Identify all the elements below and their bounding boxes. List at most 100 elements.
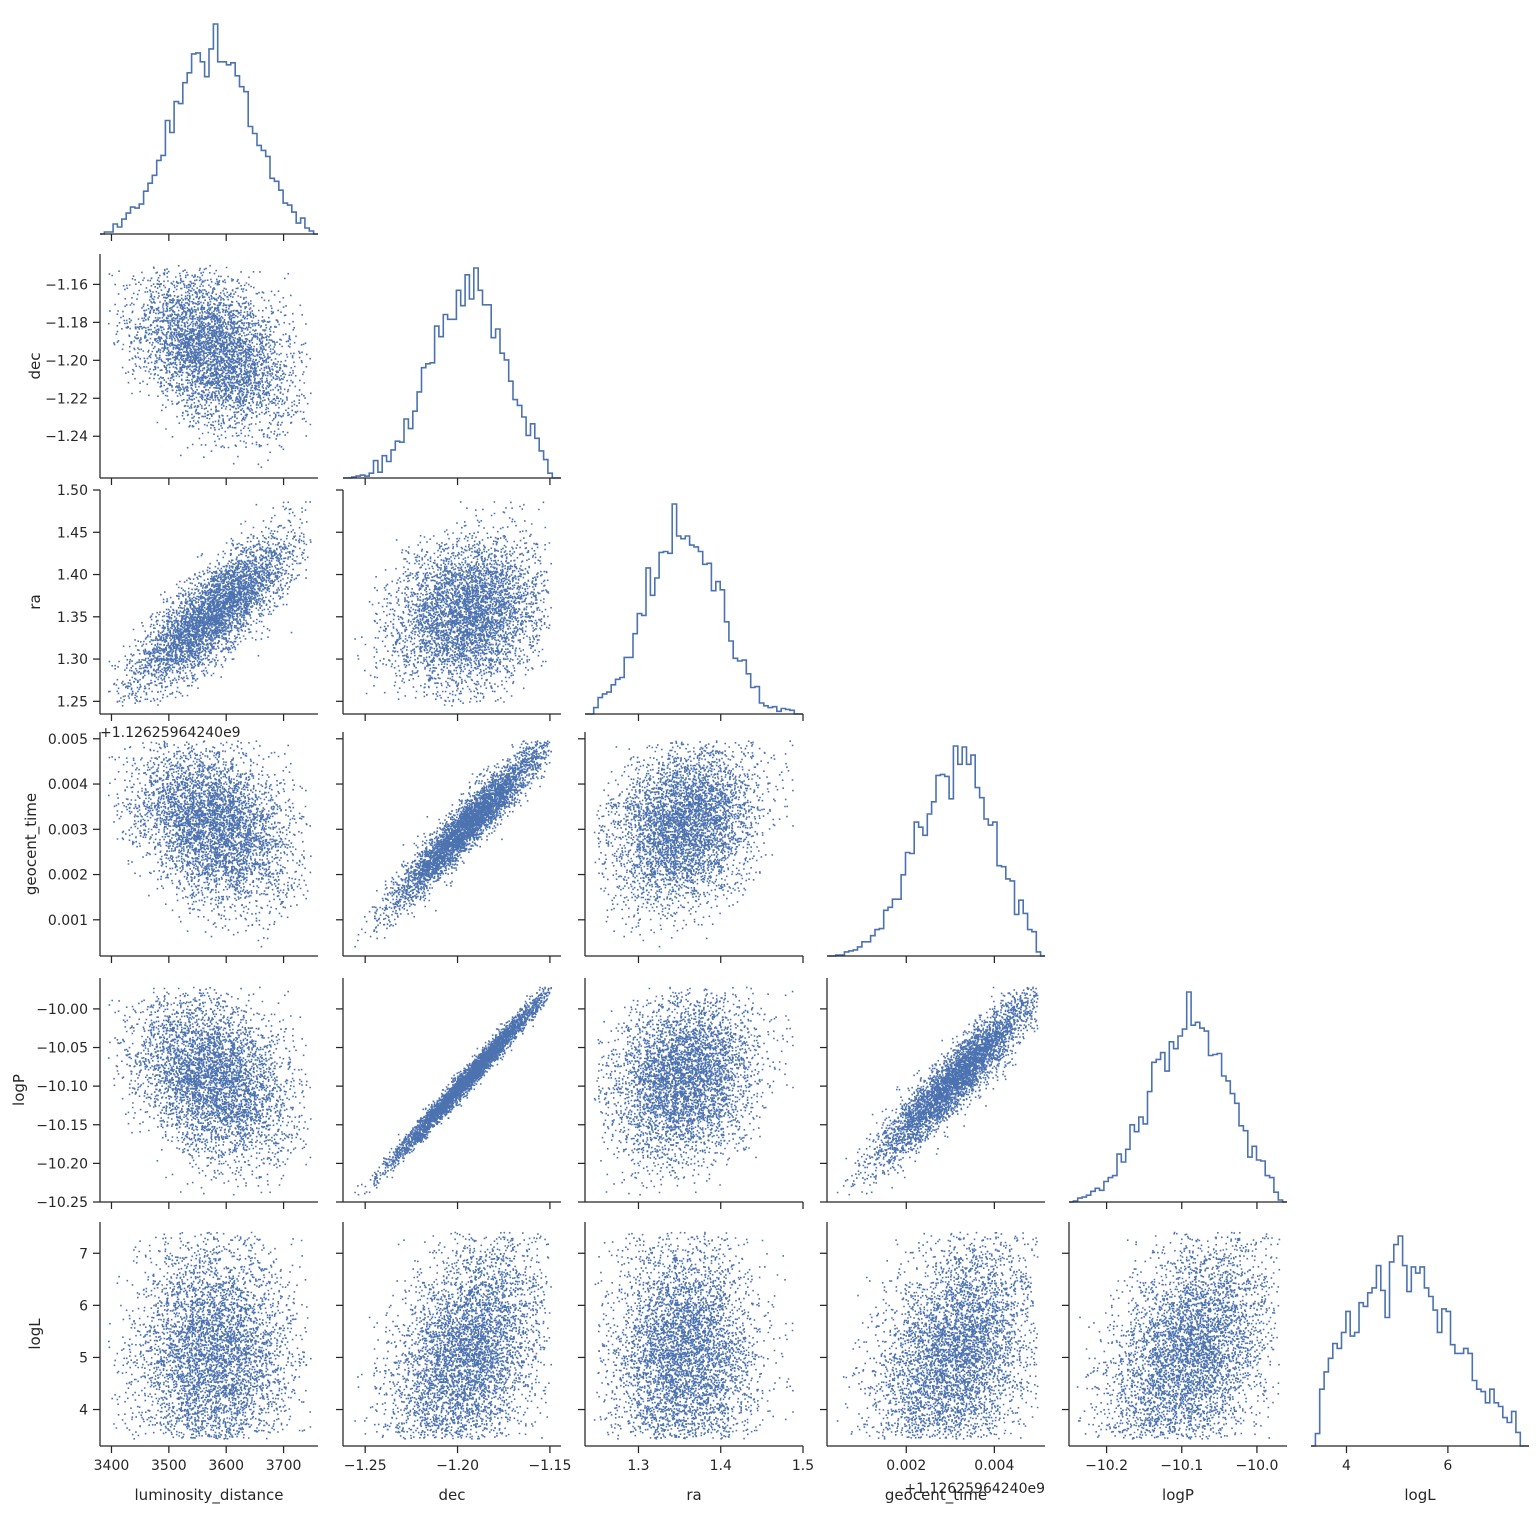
scatter-point-set bbox=[593, 740, 794, 948]
scatter-points-logL-vs-dec bbox=[354, 1231, 552, 1440]
x-axis-label-luminosity_distance: luminosity_distance bbox=[135, 1486, 284, 1505]
x-axis-label-ra: ra bbox=[686, 1486, 701, 1504]
panel-geocent_time-vs-ra bbox=[578, 732, 804, 963]
scatter-points-geocent_time-vs-ra bbox=[593, 740, 794, 948]
panel-dec-vs-luminosity_distance: −1.16 −1.18 −1.20 −1.22 −1.24 bbox=[45, 254, 318, 485]
x-axis-label-dec: dec bbox=[439, 1486, 466, 1504]
x-axis-label-logP: logP bbox=[1162, 1486, 1194, 1504]
y-tick-label: 1.40 bbox=[57, 568, 88, 584]
x-tick-label: 4 bbox=[1342, 1458, 1351, 1474]
scatter-point-set bbox=[354, 740, 552, 948]
y-tick-label: −10.10 bbox=[36, 1079, 88, 1095]
panel-geocent_time-vs-luminosity_distance: 0.001 0.002 0.003 0.004 0.005 bbox=[48, 732, 318, 963]
panel-logP-vs-luminosity_distance: −10.00 −10.05 −10.10 −10.15 −10.20 −10.25 bbox=[36, 978, 318, 1211]
y-tick-label: 0.004 bbox=[48, 777, 88, 793]
x-tick-label: 6 bbox=[1443, 1458, 1452, 1474]
y-tick-label: 1.25 bbox=[57, 694, 88, 710]
scatter-point-set bbox=[593, 986, 794, 1196]
histogram-geocent_time bbox=[827, 745, 1045, 957]
panel-logL-vs-logP: −10.2 −10.1 −10.0 bbox=[1062, 1222, 1287, 1474]
scatter-point-set bbox=[108, 501, 312, 707]
y-axis-label-dec: dec bbox=[26, 353, 44, 380]
x-tick-label: 3400 bbox=[94, 1458, 130, 1474]
y-tick-label: 4 bbox=[79, 1403, 88, 1419]
panel-ra-vs-dec bbox=[336, 489, 561, 721]
x-tick-label: 1.5 bbox=[792, 1458, 814, 1474]
x-axis-label-geocent_time: geocent_time bbox=[885, 1486, 987, 1505]
x-tick-label: −1.20 bbox=[436, 1458, 479, 1474]
x-tick-label: −1.25 bbox=[344, 1458, 387, 1474]
y-axis-label-logL: logL bbox=[26, 1318, 44, 1350]
y-tick-label: −1.16 bbox=[45, 277, 88, 293]
histogram-dec bbox=[343, 267, 561, 479]
histogram-logP bbox=[1069, 991, 1287, 1203]
scatter-point-set bbox=[836, 986, 1039, 1196]
y-tick-label: 0.005 bbox=[48, 732, 88, 748]
y-axis-label-geocent_time: geocent_time bbox=[22, 793, 41, 895]
scatter-points-geocent_time-vs-luminosity_distance bbox=[108, 740, 312, 948]
scatter-point-set bbox=[354, 501, 552, 707]
scatter-point-set bbox=[108, 740, 312, 948]
x-axis-label-logL: logL bbox=[1404, 1486, 1436, 1504]
y-tick-label: 1.35 bbox=[57, 610, 88, 626]
geocent-time-y-offset-label: +1.12625964240e9 bbox=[100, 725, 241, 741]
scatter-point-set bbox=[108, 1231, 312, 1440]
x-tick-label: 3600 bbox=[208, 1458, 244, 1474]
scatter-point-set bbox=[836, 1231, 1039, 1440]
y-tick-label: −10.05 bbox=[36, 1041, 88, 1057]
panel-logL-vs-geocent_time: 0.002 0.004 bbox=[820, 1222, 1045, 1474]
panel-ra-vs-ra bbox=[585, 503, 804, 721]
panel-logP-vs-dec bbox=[336, 978, 561, 1209]
panel-luminosity_distance-vs-luminosity_distance bbox=[100, 23, 318, 241]
x-tick-label: 0.002 bbox=[886, 1458, 926, 1474]
panel-dec-vs-dec bbox=[343, 267, 561, 485]
plot-root: −1.16−1.18−1.20−1.22−1.24dec1.251.301.35… bbox=[10, 23, 1529, 1505]
scatter-points-ra-vs-dec bbox=[354, 501, 552, 707]
scatter-point-set bbox=[593, 1231, 794, 1440]
y-axis-label-logP: logP bbox=[10, 1074, 28, 1106]
y-tick-label: 0.003 bbox=[48, 822, 88, 838]
scatter-point-set bbox=[354, 1231, 552, 1440]
panel-geocent_time-vs-dec bbox=[336, 732, 561, 963]
y-tick-label: 6 bbox=[79, 1298, 88, 1314]
y-tick-label: −1.20 bbox=[45, 353, 88, 369]
histogram-logL bbox=[1311, 1235, 1529, 1447]
panel-logP-vs-geocent_time bbox=[820, 978, 1045, 1209]
scatter-points-logL-vs-geocent_time bbox=[836, 1231, 1039, 1440]
panel-logP-vs-ra bbox=[578, 978, 804, 1209]
scatter-points-dec-vs-luminosity_distance bbox=[108, 264, 312, 468]
scatter-points-logL-vs-luminosity_distance bbox=[108, 1231, 312, 1440]
panel-logL-vs-ra: 1.3 1.4 1.5 bbox=[578, 1222, 814, 1474]
scatter-points-geocent_time-vs-dec bbox=[354, 740, 552, 948]
x-tick-label: −10.2 bbox=[1085, 1458, 1128, 1474]
y-tick-label: −1.24 bbox=[45, 429, 88, 445]
y-tick-label: 1.50 bbox=[57, 483, 88, 499]
scatter-point-set bbox=[354, 986, 552, 1196]
y-tick-label: 0.001 bbox=[48, 913, 88, 929]
y-tick-label: −1.22 bbox=[45, 391, 88, 407]
scatter-points-logP-vs-geocent_time bbox=[836, 986, 1039, 1196]
y-tick-label: 5 bbox=[79, 1350, 88, 1366]
y-tick-label: 7 bbox=[79, 1246, 88, 1262]
x-tick-label: 3500 bbox=[151, 1458, 187, 1474]
x-tick-label: −1.15 bbox=[528, 1458, 571, 1474]
geocent-time-x-offset-label: +1.12625964240e9 bbox=[904, 1481, 1045, 1497]
panel-logL-vs-dec: −1.25 −1.20 −1.15 bbox=[336, 1222, 571, 1474]
y-tick-label: −10.00 bbox=[36, 1002, 88, 1018]
x-tick-label: 1.4 bbox=[710, 1458, 732, 1474]
scatter-point-set bbox=[108, 986, 312, 1196]
y-tick-label: 0.002 bbox=[48, 868, 88, 884]
scatter-point-set bbox=[1076, 1231, 1281, 1440]
y-tick-label: −10.25 bbox=[36, 1195, 88, 1211]
scatter-points-logP-vs-dec bbox=[354, 986, 552, 1196]
scatter-points-logP-vs-luminosity_distance bbox=[108, 986, 312, 1196]
scatter-points-logL-vs-logP bbox=[1076, 1231, 1281, 1440]
x-tick-label: −10.1 bbox=[1160, 1458, 1203, 1474]
y-tick-label: 1.45 bbox=[57, 525, 88, 541]
x-tick-label: 1.3 bbox=[627, 1458, 649, 1474]
scatter-points-ra-vs-luminosity_distance bbox=[108, 501, 312, 707]
scatter-points-logL-vs-ra bbox=[593, 1231, 794, 1440]
histogram-ra bbox=[585, 503, 803, 715]
